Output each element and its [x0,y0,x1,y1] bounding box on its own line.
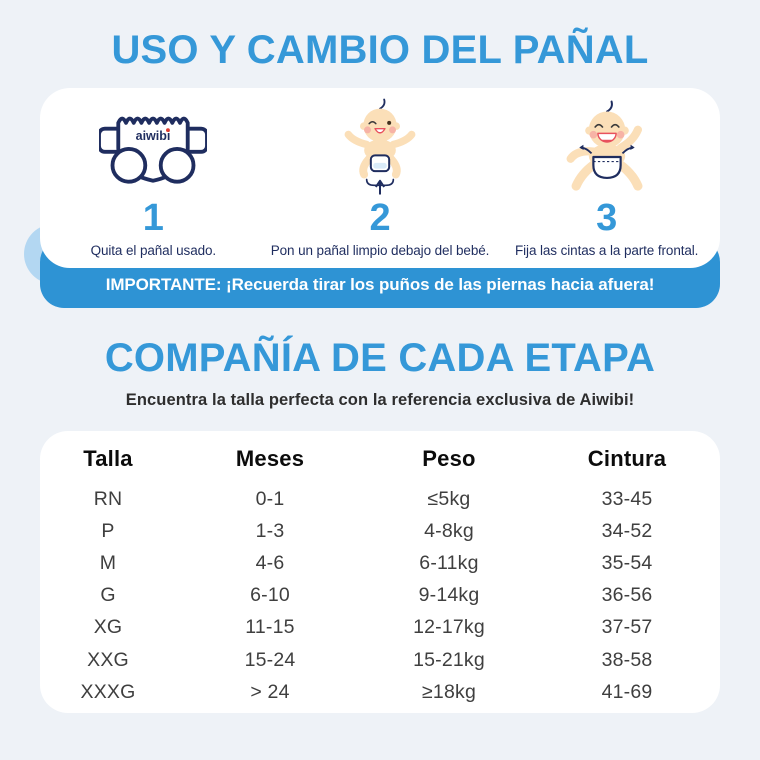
table-cell: XXXG [80,680,136,703]
table-header-cell: Cintura [587,446,667,471]
step-3-number: 3 [596,197,618,239]
usage-section-title: USO Y CAMBIO DEL PAÑAL [111,28,649,72]
table-cell: 38-58 [601,648,653,671]
diaper-icon: aiwibi [99,96,208,198]
table-cell: 1-3 [255,519,285,542]
baby-place-diaper-icon [336,96,424,198]
step-2: 2 Pon un pañal limpio debajo del bebé. [267,88,494,268]
step-1-caption: Quita el pañal usado. [90,243,217,258]
step-3: 3 Fija las cintas a la parte frontal. [493,88,720,268]
table-cell: XG [93,616,123,639]
table-row: P 1-3 4-8kg 34-52 [40,515,720,547]
sizes-subtitle: Encuentra la talla perfecta con la refer… [125,391,635,409]
table-cell: 6-10 [250,584,290,607]
baby-fasten-tapes-icon [557,96,657,198]
step-1: aiwibi 1 Quita el pañal usado. [40,88,267,268]
table-cell: 9-14kg [418,584,480,607]
step-2-caption: Pon un pañal limpio debajo del bebé. [270,243,490,258]
table-row: RN 0-1 ≤5kg 33-45 [40,483,720,515]
table-cell: 37-57 [601,616,653,639]
table-cell: 36-56 [601,584,653,607]
table-cell: > 24 [250,680,290,703]
table-header-cell: Peso [422,446,476,471]
size-table-body: RN 0-1 ≤5kg 33-45 P 1-3 4-8kg 34-52 M 4-6 6-11kg 35… [40,483,720,708]
diaper-brand-label: aiwibi [136,129,171,143]
table-row: XXXG > 24 ≥18kg 41-69 [40,676,720,708]
size-table-header: Talla Meses Peso Cintura [40,431,720,483]
steps-panel: aiwibi 1 Quita el pañal usado. [40,88,720,268]
table-cell: 35-54 [601,551,653,574]
step-1-number: 1 [142,197,164,239]
table-cell: 34-52 [601,519,653,542]
table-cell: ≥18kg [422,680,476,703]
usage-steps-card: IMPORTANTE: ¡Recuerda tirar los puños de… [24,88,720,310]
size-table-card: Talla Meses Peso Cintura RN 0-1 ≤5kg 33-45 P 1-3… [40,431,720,713]
table-row: M 4-6 6-11kg 35-54 [40,547,720,579]
table-row: G 6-10 9-14kg 36-56 [40,580,720,612]
table-cell: 11-15 [245,616,295,639]
sizes-section-title: COMPAÑÍA DE CADA ETAPA [104,336,656,380]
important-banner-text: IMPORTANTE: ¡Recuerda tirar los puños de… [105,275,655,294]
table-cell: M [99,551,117,574]
table-cell: 33-45 [601,487,653,510]
table-cell: ≤5kg [427,487,471,510]
table-cell: 6-11kg [419,551,479,574]
step-3-caption: Fija las cintas a la parte frontal. [515,243,699,258]
table-cell: G [100,584,116,607]
table-cell: 15-24 [244,648,296,671]
table-row: XXG 15-24 15-21kg 38-58 [40,644,720,676]
table-cell: 12-17kg [413,616,485,639]
table-cell: 0-1 [255,487,285,510]
table-header-cell: Meses [235,446,305,471]
table-cell: P [101,519,115,542]
table-cell: 15-21kg [413,648,485,671]
table-cell: XXG [87,648,129,671]
step-2-number: 2 [369,197,391,239]
table-cell: 4-6 [255,551,285,574]
table-cell: RN [93,487,123,510]
table-cell: 4-8kg [424,519,474,542]
table-row: XG 11-15 12-17kg 37-57 [40,612,720,644]
table-header-cell: Talla [83,446,133,471]
table-cell: 41-69 [601,680,653,703]
brand-red-dot [166,128,171,133]
